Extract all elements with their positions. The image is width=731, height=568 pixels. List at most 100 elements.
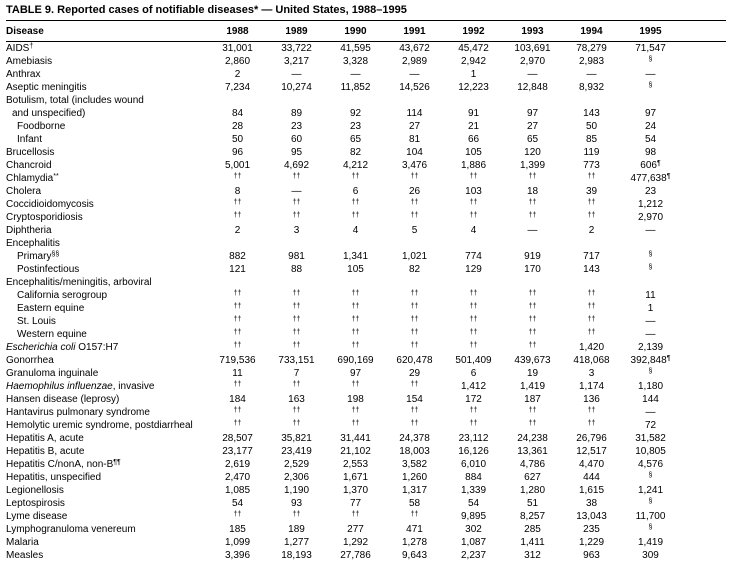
value-cell: †† bbox=[410, 172, 419, 180]
disease-name: Anthrax bbox=[6, 69, 41, 80]
value-cell: 477,638¶ bbox=[630, 172, 671, 185]
disease-name: Diphtheria bbox=[6, 225, 52, 236]
value-cell: 172 bbox=[465, 394, 482, 405]
value-cell: 16,126 bbox=[458, 446, 489, 457]
value-cell: 92 bbox=[349, 108, 362, 119]
value-cell: 4 bbox=[470, 225, 477, 236]
value-cell: 8 bbox=[234, 186, 241, 197]
value-cell: § bbox=[648, 497, 653, 505]
table-row: California serogroup †† †† †† †† †† †† †† 11 bbox=[6, 289, 726, 302]
value-cell: 24,238 bbox=[517, 433, 548, 444]
value-cell: †† bbox=[410, 289, 419, 297]
value-cell: 24,378 bbox=[399, 433, 430, 444]
table-header-row: Disease 1988 1989 1990 1991 1992 1993 1994 1995 bbox=[6, 21, 726, 41]
value-cell: 198 bbox=[347, 394, 364, 405]
value-cell: 10,274 bbox=[281, 82, 312, 93]
title-divider bbox=[6, 20, 726, 21]
disease-name: Granuloma inguinale bbox=[6, 368, 99, 379]
value-cell: †† bbox=[410, 419, 419, 427]
value-cell: †† bbox=[292, 380, 301, 388]
table-row: Lymphogranuloma venereum 185 189 277 471 302 2… bbox=[6, 523, 726, 536]
column-header-year-1991: 1991 bbox=[403, 26, 426, 37]
table-row: Hantavirus pulmonary syndrome †† †† †† †† †† †… bbox=[6, 406, 726, 419]
value-cell: 1,411 bbox=[520, 537, 545, 548]
value-cell: 65 bbox=[526, 134, 539, 145]
value-cell: 82 bbox=[349, 147, 362, 158]
value-cell: 2,860 bbox=[224, 56, 251, 67]
value-cell: 54 bbox=[644, 134, 657, 145]
value-cell: 23 bbox=[644, 186, 657, 197]
value-cell: 4,576 bbox=[637, 459, 664, 470]
value-cell: § bbox=[648, 523, 653, 531]
value-cell: 1,412 bbox=[460, 381, 487, 392]
disease-name: Brucellosis bbox=[6, 147, 55, 158]
value-cell: †† bbox=[528, 211, 537, 219]
value-cell: 2 bbox=[234, 69, 241, 80]
value-cell: 93 bbox=[290, 498, 303, 509]
value-cell: 14,526 bbox=[399, 82, 430, 93]
value-cell: †† bbox=[233, 172, 242, 180]
table-body: AIDS† 31,001 33,722 41,595 43,672 45,472 103,6… bbox=[6, 42, 726, 562]
value-cell: †† bbox=[233, 198, 242, 206]
table-row: Lyme disease †† †† †† †† 9,895 8,257 13,043 11,7… bbox=[6, 510, 726, 523]
value-cell: 6 bbox=[470, 368, 477, 379]
table-row: Botulism, total (includes wound and unspe… bbox=[6, 94, 726, 120]
value-cell: †† bbox=[351, 510, 360, 518]
value-cell: 11,852 bbox=[340, 82, 371, 93]
value-cell: — bbox=[645, 69, 656, 80]
value-cell: 773 bbox=[583, 160, 600, 171]
value-cell: †† bbox=[292, 510, 301, 518]
value-cell: †† bbox=[410, 211, 419, 219]
value-cell: †† bbox=[233, 315, 242, 323]
value-cell: †† bbox=[233, 406, 242, 414]
value-cell: 58 bbox=[408, 498, 421, 509]
value-cell: 185 bbox=[229, 524, 246, 535]
value-cell: †† bbox=[233, 341, 242, 349]
value-cell: †† bbox=[410, 302, 419, 310]
table-row: Cholera 8 — 6 26 103 18 39 23 bbox=[6, 185, 726, 198]
value-cell: 11,700 bbox=[635, 511, 666, 522]
value-cell: 12,848 bbox=[517, 82, 548, 93]
table-row: Hepatitis B, acute 23,177 23,419 21,102 18,0… bbox=[6, 445, 726, 458]
value-cell: 45,472 bbox=[458, 43, 489, 54]
value-cell: 33,722 bbox=[281, 43, 312, 54]
value-cell: †† bbox=[292, 341, 301, 349]
value-cell: 84 bbox=[231, 108, 244, 119]
value-cell: 13,361 bbox=[517, 446, 548, 457]
value-cell: †† bbox=[469, 198, 478, 206]
value-cell: 2,989 bbox=[401, 56, 428, 67]
disease-name: Chancroid bbox=[6, 160, 52, 171]
value-cell: 50 bbox=[231, 134, 244, 145]
value-cell: 627 bbox=[524, 472, 541, 483]
value-cell: †† bbox=[351, 328, 360, 336]
disease-name: Escherichia coli O157:H7 bbox=[6, 342, 119, 353]
column-header-year-1992: 1992 bbox=[462, 26, 485, 37]
table-row: Hepatitis C/nonA, non-B¶¶ 2,619 2,529 2,553… bbox=[6, 458, 726, 471]
disease-name: Aseptic meningitis bbox=[6, 82, 87, 93]
disease-name: Leptospirosis bbox=[6, 498, 65, 509]
value-cell: 78,279 bbox=[576, 43, 607, 54]
value-cell: 97 bbox=[349, 368, 362, 379]
value-cell: — bbox=[645, 407, 656, 418]
table-row: Coccidioidomycosis †† †† †† †† †† †† †† 1,212 bbox=[6, 198, 726, 211]
header-divider bbox=[6, 41, 726, 42]
value-cell: 10,805 bbox=[635, 446, 666, 457]
value-cell: — bbox=[527, 225, 538, 236]
value-cell: 1,370 bbox=[342, 485, 369, 496]
value-cell: 309 bbox=[642, 550, 659, 561]
value-cell: 2,237 bbox=[460, 550, 487, 561]
value-cell: 1,419 bbox=[519, 381, 546, 392]
table-row: Encephalitis/meningitis, arboviral bbox=[6, 276, 726, 289]
disease-name: Haemophilus influenzae, invasive bbox=[6, 381, 155, 392]
disease-name: Primary§§ bbox=[17, 250, 60, 263]
value-cell: 11 bbox=[232, 368, 243, 379]
value-cell: †† bbox=[351, 315, 360, 323]
value-cell: 733,151 bbox=[278, 355, 315, 366]
table-row: Hepatitis A, acute 28,507 35,821 31,441 24,3… bbox=[6, 432, 726, 445]
value-cell: 2,942 bbox=[460, 56, 487, 67]
value-cell: — bbox=[645, 329, 656, 340]
value-cell: †† bbox=[292, 198, 301, 206]
table-row: Measles 3,396 18,193 27,786 9,643 2,237 312 963… bbox=[6, 549, 726, 562]
value-cell: 23,419 bbox=[281, 446, 312, 457]
value-cell: †† bbox=[528, 289, 537, 297]
